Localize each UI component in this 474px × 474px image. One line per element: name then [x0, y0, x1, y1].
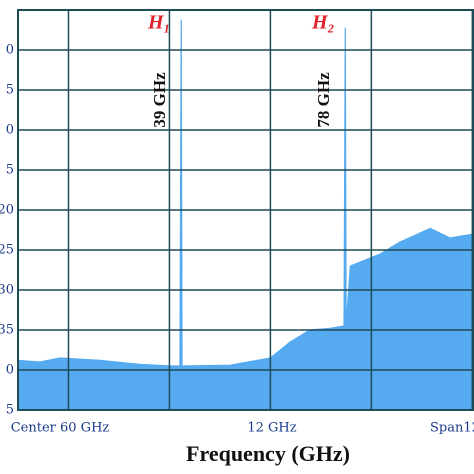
- y-tick-label: 20: [0, 203, 14, 218]
- y-tick-label: 5: [6, 163, 14, 178]
- y-tick-label: 30: [0, 283, 14, 298]
- y-tick-label: 0: [6, 123, 14, 138]
- division-label: 12 GHz: [247, 421, 296, 436]
- spectrum: [17, 19, 474, 411]
- x-axis-label: Frequency (GHz): [186, 441, 350, 466]
- harmonic-label: H₂: [311, 12, 335, 34]
- harmonic-frequency: 78 GHz: [314, 72, 333, 128]
- y-tick-label: 5: [6, 403, 14, 418]
- y-tick-label: 5: [6, 83, 14, 98]
- y-tick-label: 25: [0, 243, 14, 258]
- y-tick-label: 0: [6, 363, 14, 378]
- y-tick-label: 0: [6, 43, 14, 58]
- harmonic-label: H₁: [147, 12, 171, 34]
- y-tick-label: 35: [0, 323, 14, 338]
- center-label: Center 60 GHz: [11, 421, 110, 436]
- span-label: Span12: [430, 421, 474, 436]
- plot-border: [17, 9, 474, 411]
- harmonic-frequency: 39 GHz: [150, 72, 169, 128]
